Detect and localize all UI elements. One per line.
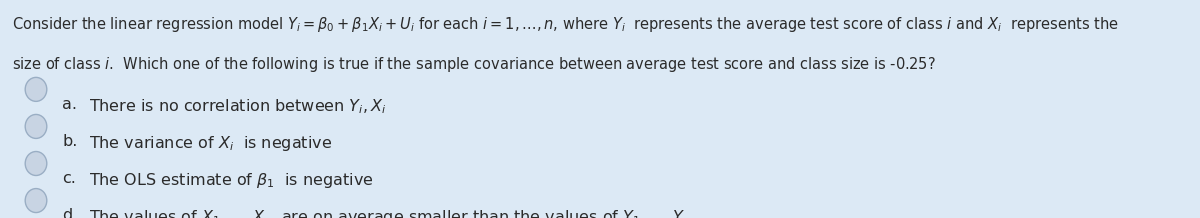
Text: The variance of $X_i$  is negative: The variance of $X_i$ is negative: [89, 134, 332, 153]
Text: The OLS estimate of $\beta_1$  is negative: The OLS estimate of $\beta_1$ is negativ…: [89, 171, 373, 190]
Ellipse shape: [25, 77, 47, 101]
Ellipse shape: [25, 152, 47, 175]
Ellipse shape: [25, 114, 47, 138]
Text: b.: b.: [62, 134, 78, 149]
Ellipse shape: [25, 189, 47, 213]
Text: Consider the linear regression model $Y_i = \beta_0 + \beta_1 X_i + U_i$ for eac: Consider the linear regression model $Y_…: [12, 15, 1118, 34]
Text: The values of $X_1,\ldots, X_n$  are on average smaller than the values of $Y_1,: The values of $X_1,\ldots, X_n$ are on a…: [89, 208, 690, 218]
Text: There is no correlation between $Y_i, X_i$: There is no correlation between $Y_i, X_…: [89, 97, 386, 116]
Text: size of class $i$.  Which one of the following is true if the sample covariance : size of class $i$. Which one of the foll…: [12, 54, 936, 73]
Text: a.: a.: [62, 97, 78, 112]
Text: d.: d.: [62, 208, 78, 218]
Text: c.: c.: [62, 171, 77, 186]
